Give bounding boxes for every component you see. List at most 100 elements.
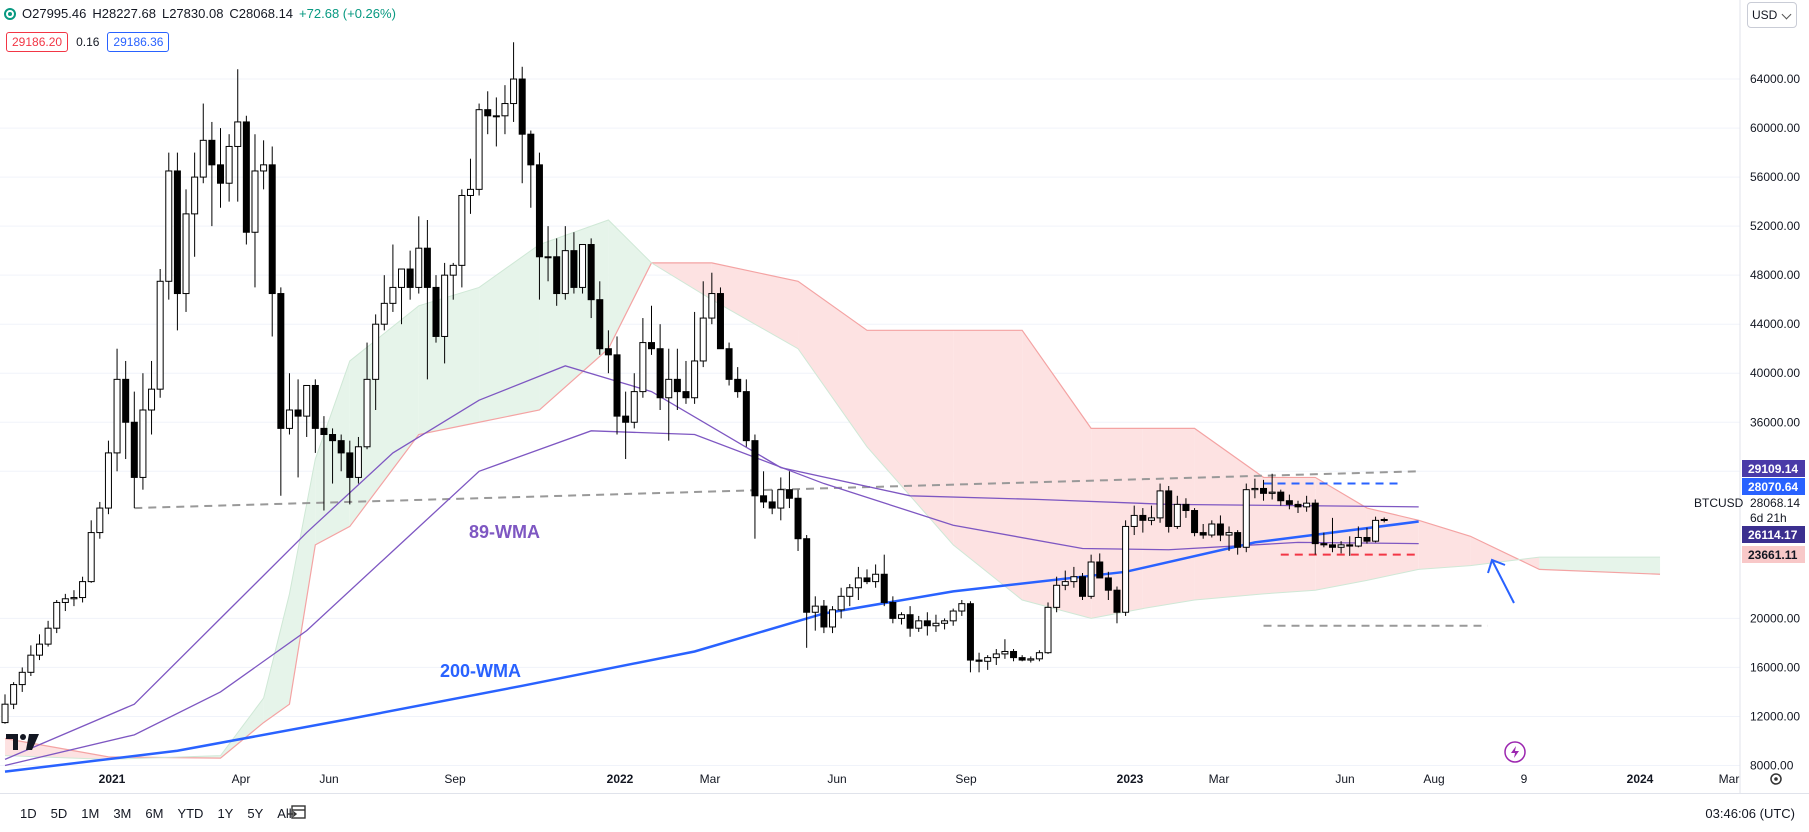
candle-body xyxy=(958,603,966,612)
candle-body xyxy=(277,293,285,429)
candle xyxy=(1225,526,1233,551)
candle-body xyxy=(53,601,61,629)
range-button-5d[interactable]: 5D xyxy=(50,806,68,821)
candle-body xyxy=(768,501,776,509)
candle-body xyxy=(561,250,569,295)
candle xyxy=(1010,649,1018,662)
candle xyxy=(1147,505,1155,526)
candle-body xyxy=(44,627,52,645)
price-tick-label: 52000.00 xyxy=(1750,219,1800,233)
candle xyxy=(380,275,388,331)
candle xyxy=(785,471,793,509)
candle xyxy=(501,85,509,135)
cloud-segment xyxy=(867,330,954,545)
candle xyxy=(648,305,655,355)
candle xyxy=(217,128,224,208)
candle-body xyxy=(742,391,750,442)
logo-mark xyxy=(6,734,18,750)
candle xyxy=(1294,500,1302,513)
candles[interactable] xyxy=(1,42,1388,724)
range-button-1d[interactable]: 1D xyxy=(20,806,37,821)
candle xyxy=(699,281,707,368)
candle-body xyxy=(441,274,449,337)
time-tick-label: Mar xyxy=(700,772,721,786)
candle xyxy=(79,576,87,603)
candle-body xyxy=(923,620,931,627)
candle-body xyxy=(966,603,974,661)
chevron-down-icon xyxy=(1781,9,1792,20)
bid-ask: 29186.20 0.16 29186.36 xyxy=(6,32,170,52)
candle xyxy=(1113,586,1121,624)
candle-body xyxy=(872,573,880,583)
candle xyxy=(354,436,362,484)
candle xyxy=(1372,516,1380,543)
candle xyxy=(725,342,733,386)
price-tick-label: 48000.00 xyxy=(1750,268,1800,282)
currency-select[interactable]: USD xyxy=(1747,2,1797,28)
price-chart[interactable]: 64000.00 60000.00 56000.00 52000.00 48000.00… xyxy=(0,0,1809,793)
candle-body xyxy=(1173,503,1181,527)
utc-clock[interactable]: 03:46:06 (UTC) xyxy=(1705,806,1795,821)
candle-body xyxy=(915,620,923,629)
candle-body xyxy=(1380,518,1388,521)
candle-body xyxy=(1372,519,1380,542)
candle xyxy=(44,620,52,647)
candle xyxy=(199,103,207,184)
range-button-1m[interactable]: 1M xyxy=(81,806,100,821)
candle-body xyxy=(837,595,845,611)
candle xyxy=(1165,486,1173,533)
candle-body xyxy=(1191,510,1199,534)
candle xyxy=(570,232,578,294)
time-tick-label: Aug xyxy=(1423,772,1444,786)
range-button-ytd[interactable]: YTD xyxy=(177,806,204,821)
candle-body xyxy=(716,293,724,350)
candle xyxy=(1191,508,1199,537)
candle-body xyxy=(1087,561,1095,597)
candle xyxy=(70,590,78,607)
candle-body xyxy=(303,384,311,417)
candle xyxy=(1087,554,1095,599)
candle-body xyxy=(104,452,112,509)
candle xyxy=(406,250,414,300)
candle xyxy=(613,336,621,435)
candle xyxy=(932,614,940,632)
candle xyxy=(1328,517,1336,553)
candle-body xyxy=(449,264,457,276)
candle xyxy=(1035,650,1043,662)
candle xyxy=(61,593,69,612)
candle-body xyxy=(423,247,431,288)
cloud-segment xyxy=(1194,428,1264,600)
candle xyxy=(579,244,587,294)
price-axis[interactable]: 64000.00 60000.00 56000.00 52000.00 48000.00… xyxy=(1694,0,1805,793)
range-button-1y[interactable]: 1Y xyxy=(217,806,234,821)
candle-body xyxy=(217,164,224,184)
candle-body xyxy=(285,409,293,429)
time-axis[interactable]: 2021 Apr Jun Sep 2022 Mar Jun Sep 2023 Mar Jun Aug 9… xyxy=(99,772,1782,786)
lightning-icon xyxy=(1504,741,1526,763)
candle xyxy=(35,634,43,661)
candle-body xyxy=(992,653,1000,659)
range-button-6m[interactable]: 6M xyxy=(145,806,164,821)
candle-body xyxy=(553,256,561,295)
sell-price-button[interactable]: 29186.20 xyxy=(6,32,69,52)
candle xyxy=(173,152,181,331)
buy-price-button[interactable]: 29186.36 xyxy=(107,32,170,52)
price-tick-label: 44000.00 xyxy=(1750,317,1800,331)
range-button-all[interactable]: All xyxy=(277,806,292,821)
candle xyxy=(10,682,18,710)
candle xyxy=(415,216,423,294)
candle-body xyxy=(1018,657,1026,661)
candle-body xyxy=(863,577,871,583)
candle xyxy=(242,115,250,245)
candle-body xyxy=(1260,487,1268,494)
calendar-goto-icon[interactable] xyxy=(288,804,306,820)
candle-body xyxy=(1096,561,1104,579)
candle-body xyxy=(1079,576,1086,597)
candle xyxy=(1053,576,1061,613)
candle xyxy=(716,287,724,350)
candle-body xyxy=(1165,490,1173,527)
candle xyxy=(1044,602,1052,654)
range-button-5y[interactable]: 5Y xyxy=(247,806,264,821)
time-tick-label: Jun xyxy=(319,772,338,786)
range-button-3m[interactable]: 3M xyxy=(113,806,132,821)
